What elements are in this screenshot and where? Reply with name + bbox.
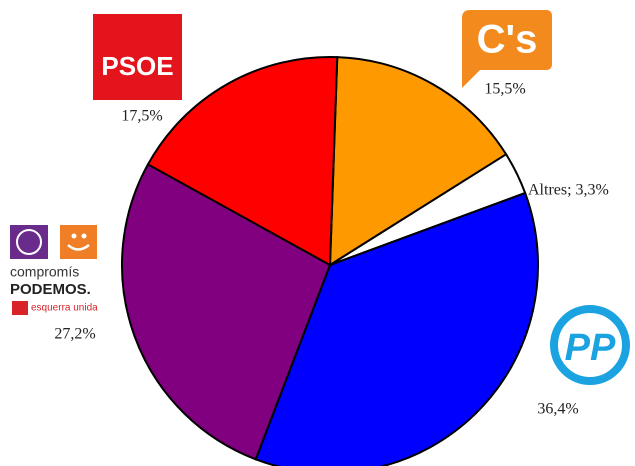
pp-logo (550, 305, 630, 385)
data-label: 36,4% (537, 401, 578, 418)
eu-logo (12, 301, 28, 315)
compromis-logo-eye (71, 233, 77, 239)
data-label: 17,5% (121, 108, 162, 125)
data-label: 15,5% (484, 81, 525, 98)
compromis-logo-eye (81, 233, 87, 239)
cs-logo-text: C's (477, 18, 538, 62)
data-label: 27,2% (54, 326, 95, 343)
cs-logo (462, 10, 552, 88)
pie-slice (121, 163, 332, 461)
pp-logo-text: PP (565, 327, 616, 369)
pie (121, 56, 539, 466)
logo-subtext: esquerra unida (31, 303, 98, 314)
data-label: Altres; 3,3% (528, 182, 609, 199)
pie-slice (146, 56, 339, 267)
podemos-logo-circle (16, 229, 42, 255)
compromis-logo-square (60, 225, 97, 259)
pie-slice (328, 56, 508, 267)
psoe-logo-text: PSOE (101, 51, 173, 81)
logo-subtext: compromís (10, 264, 79, 280)
psoe-logo (93, 14, 182, 100)
podemos-logo-text: PODEMOS. (10, 281, 91, 298)
pie-slice (254, 191, 539, 466)
compromis-logo-smile (67, 244, 90, 251)
